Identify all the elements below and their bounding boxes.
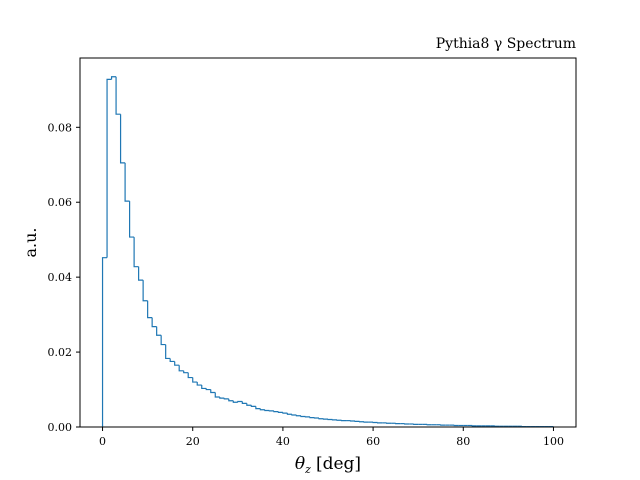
histogram-bin [295, 415, 301, 417]
y-axis-ticks: 0.00 0.02 0.04 0.06 0.08 [48, 121, 80, 434]
histogram-bin [192, 377, 198, 383]
histogram-bin [138, 266, 144, 281]
histogram-bin [106, 78, 112, 258]
plot-layer [101, 76, 555, 428]
histogram-bin [291, 414, 297, 416]
histogram-bin [124, 162, 130, 202]
histogram-bin [259, 408, 265, 411]
x-tick-label: 60 [366, 435, 380, 448]
histogram-bin [201, 385, 207, 390]
x-axis-symbol: θ [295, 454, 305, 474]
histogram-bin [210, 389, 216, 394]
histogram-bin [110, 76, 117, 80]
x-axis-title: θz [deg] [295, 454, 361, 476]
histogram-bin [115, 76, 121, 115]
histogram-bin [183, 370, 189, 374]
y-tick-label: 0.02 [48, 346, 73, 359]
histogram-bin [214, 392, 220, 398]
histogram-bin [156, 326, 162, 336]
histogram-bin [205, 388, 211, 391]
histogram-bin [151, 317, 157, 328]
histogram-bin [187, 372, 193, 379]
histogram-bin [286, 413, 292, 415]
histogram-bin [178, 365, 184, 372]
histogram-bin [129, 201, 135, 238]
y-tick-label: 0.00 [48, 421, 73, 434]
histogram-bin [309, 416, 315, 419]
histogram-bin [228, 398, 234, 402]
histogram-bin [282, 412, 288, 414]
histogram-bin [119, 114, 126, 164]
histogram-bin [250, 405, 256, 407]
x-tick-label: 40 [276, 435, 290, 448]
x-tick-label: 80 [456, 435, 470, 448]
histogram-bin [219, 397, 225, 399]
histogram-bin [232, 400, 238, 403]
histogram-bin [246, 403, 252, 406]
histogram-bin [165, 344, 171, 360]
histogram-bin [101, 257, 108, 427]
axes-frame [79, 57, 577, 428]
x-axis-ticks: 0 20 40 60 80 100 [99, 427, 564, 448]
x-tick-label: 20 [186, 435, 200, 448]
x-tick-label: 100 [543, 435, 564, 448]
histogram-bin [160, 335, 166, 346]
chart-title: Pythia8 γ Spectrum [436, 36, 576, 52]
y-axis-title: a.u. [21, 227, 40, 257]
y-tick-label: 0.04 [48, 271, 73, 284]
histogram-bin [318, 418, 324, 420]
x-axis-subscript: z [304, 463, 311, 476]
histogram-bin [300, 415, 306, 418]
histogram-bin [223, 398, 229, 400]
histogram-bin [241, 401, 247, 404]
histogram-bin [255, 406, 261, 410]
histogram-bin [237, 400, 243, 403]
histogram-bin [277, 411, 283, 413]
histogram-bin [196, 382, 202, 386]
x-tick-label: 0 [99, 435, 106, 448]
histogram-bin [273, 410, 279, 413]
y-tick-label: 0.08 [48, 121, 73, 134]
histogram-bin [169, 358, 175, 363]
histogram-bin [142, 280, 148, 302]
histogram-bin [174, 361, 180, 366]
x-axis-unit: [deg] [316, 454, 361, 474]
y-tick-label: 0.06 [48, 196, 73, 209]
histogram-bin [264, 409, 270, 412]
histogram-bin [147, 300, 153, 319]
histogram-bin [133, 237, 139, 268]
